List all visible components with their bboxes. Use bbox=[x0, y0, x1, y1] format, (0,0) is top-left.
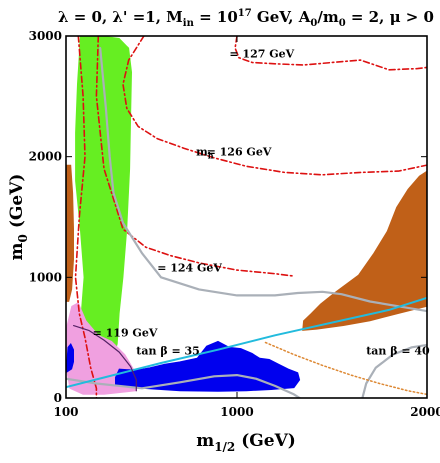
y-tick-label: 0 bbox=[54, 391, 62, 405]
y-tick-label: 2000 bbox=[29, 150, 62, 164]
region-blue-left bbox=[66, 342, 74, 374]
chart-title: λ = 0, λ' =1, Min = 1017 GeV, A0/m0 = 2,… bbox=[58, 8, 434, 29]
annotation: = 126 GeV bbox=[207, 145, 272, 158]
region-brown-right bbox=[302, 170, 427, 331]
annotation: = 127 GeV bbox=[229, 48, 294, 61]
annotation: tan β = 40 bbox=[366, 345, 430, 358]
tick-layer: 100 1000 2000 0 1000 2000 3000 bbox=[29, 29, 440, 419]
mh-label: mh bbox=[196, 145, 214, 160]
x-tick-label: 2000 bbox=[410, 405, 440, 419]
line-contour-126 bbox=[122, 36, 427, 176]
y-tick-label: 1000 bbox=[29, 270, 62, 284]
y-tick-label: 3000 bbox=[29, 29, 62, 43]
line-dotted-orange bbox=[264, 341, 427, 396]
y-axis-title: m0 (GeV) bbox=[7, 174, 30, 261]
region-layer bbox=[66, 36, 427, 395]
x-tick-label: 1000 bbox=[220, 405, 253, 419]
plot-frame bbox=[65, 35, 428, 399]
line-gray-boundary bbox=[99, 46, 427, 313]
region-brown-left bbox=[66, 164, 74, 302]
x-tick-label: 100 bbox=[53, 405, 78, 419]
annotation: = 124 GeV bbox=[157, 261, 222, 274]
line-gray-lower bbox=[66, 374, 301, 398]
line-contour-119 bbox=[74, 36, 98, 398]
annotation-layer: = 127 GeV = 126 GeV = 124 GeV = 119 GeV tan … bbox=[93, 48, 430, 358]
annotation: tan β = 35 bbox=[136, 345, 200, 358]
line-gray-hook bbox=[361, 343, 427, 398]
line-tan-beta-35-boundary bbox=[66, 296, 427, 389]
line-contour-127 bbox=[234, 36, 427, 71]
x-axis-title: m1/2 (GeV) bbox=[196, 431, 296, 454]
annotation: = 119 GeV bbox=[93, 326, 158, 339]
contour-layer bbox=[66, 36, 427, 398]
line-contour-124 bbox=[95, 36, 295, 277]
line-purple-edge bbox=[72, 325, 137, 392]
